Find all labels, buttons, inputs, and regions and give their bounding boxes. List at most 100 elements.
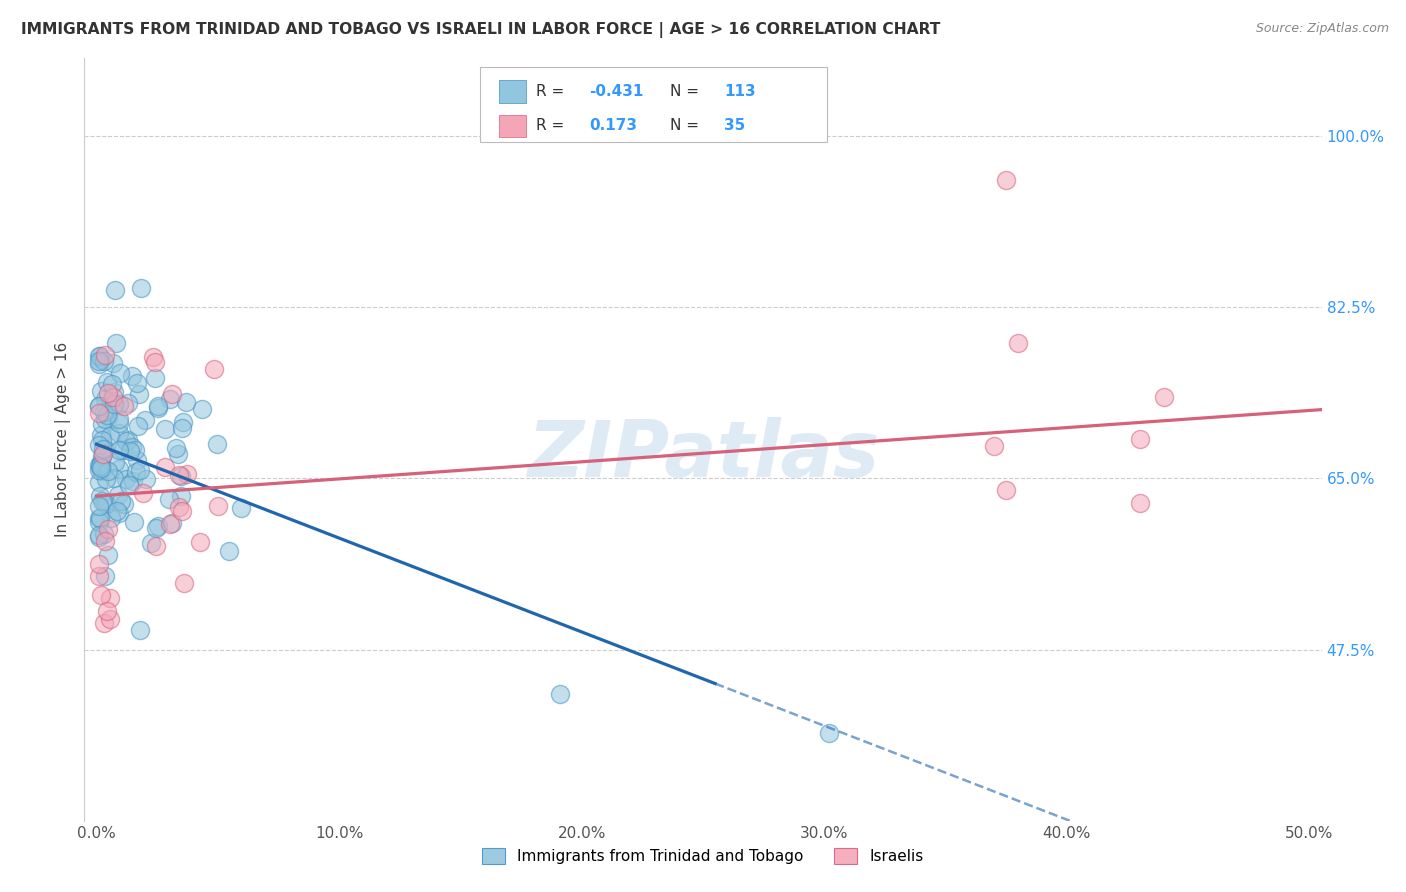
Point — [87, 557, 110, 571]
Point — [110, 494, 132, 508]
Text: -0.431: -0.431 — [589, 84, 644, 99]
Point — [94, 442, 117, 456]
Point — [115, 472, 138, 486]
Point — [548, 687, 571, 701]
Point — [159, 392, 181, 406]
Point — [87, 463, 110, 477]
Point — [167, 447, 190, 461]
Point — [170, 469, 193, 483]
Point — [94, 392, 117, 406]
Point — [142, 350, 165, 364]
Point — [96, 408, 118, 422]
Text: 0.173: 0.173 — [589, 119, 637, 134]
Text: ZIPatlas: ZIPatlas — [527, 417, 879, 492]
Point — [87, 530, 110, 544]
Point — [170, 489, 193, 503]
Point — [87, 399, 110, 413]
Point — [169, 500, 191, 515]
Point — [174, 395, 197, 409]
Point — [89, 354, 111, 368]
Point — [87, 500, 110, 514]
Point — [98, 591, 121, 605]
Point — [153, 422, 176, 436]
FancyBboxPatch shape — [499, 114, 526, 137]
Point — [97, 385, 120, 400]
Point — [173, 576, 195, 591]
Point — [121, 368, 143, 383]
Point — [87, 357, 110, 371]
Point — [145, 521, 167, 535]
Point — [190, 535, 212, 549]
Point — [159, 517, 181, 532]
Text: R =: R = — [536, 119, 569, 134]
Point — [108, 443, 131, 458]
Point — [205, 437, 228, 451]
Point — [127, 419, 149, 434]
Point — [176, 467, 198, 481]
Point — [101, 390, 124, 404]
Point — [87, 349, 110, 363]
Point — [105, 504, 128, 518]
Point — [155, 460, 177, 475]
Point — [127, 376, 149, 390]
Point — [983, 439, 1005, 453]
Point — [121, 440, 143, 454]
Point — [90, 588, 112, 602]
Point — [117, 434, 139, 448]
Point — [97, 465, 120, 479]
Point — [135, 472, 157, 486]
Point — [103, 397, 125, 411]
Point — [115, 434, 138, 449]
Point — [107, 425, 129, 440]
Point — [87, 399, 110, 413]
Point — [87, 458, 110, 472]
Point — [145, 539, 167, 553]
Point — [122, 515, 145, 529]
Point — [93, 353, 115, 368]
Point — [90, 384, 112, 398]
Point — [172, 415, 194, 429]
Point — [101, 376, 124, 391]
Point — [97, 548, 120, 562]
Point — [93, 615, 115, 630]
Point — [120, 444, 142, 458]
Point — [93, 442, 115, 456]
Point — [90, 351, 112, 366]
Point — [117, 395, 139, 409]
Point — [93, 534, 115, 549]
Point — [108, 416, 131, 430]
Point — [89, 489, 111, 503]
Point — [110, 366, 132, 380]
Point — [125, 466, 148, 480]
Point — [94, 412, 117, 426]
Point — [112, 399, 135, 413]
Point — [100, 511, 122, 525]
Point — [87, 438, 110, 452]
Point — [1129, 433, 1152, 447]
Point — [190, 402, 212, 417]
Point — [93, 405, 115, 419]
Point — [101, 356, 124, 370]
Point — [128, 387, 150, 401]
Point — [207, 499, 229, 513]
Point — [107, 411, 129, 425]
Point — [172, 504, 194, 518]
Point — [995, 173, 1018, 187]
Point — [131, 281, 153, 295]
Point — [96, 375, 118, 389]
Point — [98, 429, 121, 443]
Text: 35: 35 — [724, 119, 745, 134]
Y-axis label: In Labor Force | Age > 16: In Labor Force | Age > 16 — [55, 342, 72, 537]
Point — [90, 464, 112, 478]
Point — [134, 413, 156, 427]
Point — [90, 433, 112, 447]
Point — [91, 447, 114, 461]
Point — [143, 355, 166, 369]
Text: N =: N = — [669, 84, 703, 99]
Point — [107, 462, 129, 476]
Point — [97, 409, 120, 424]
Point — [1153, 390, 1175, 404]
Point — [117, 478, 139, 492]
Point — [90, 450, 112, 464]
Point — [121, 475, 143, 489]
